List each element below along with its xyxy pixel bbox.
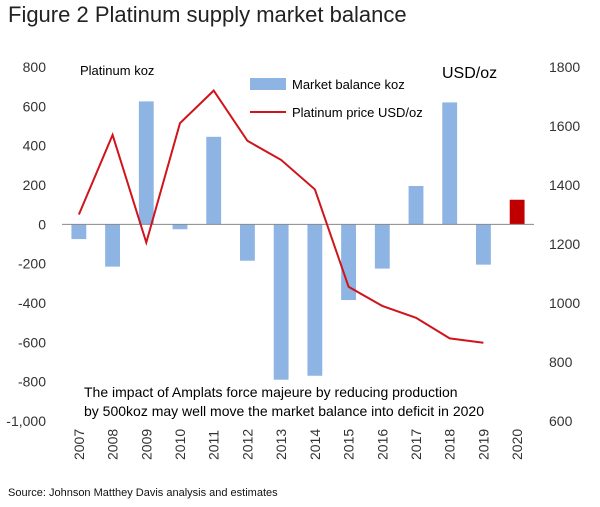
- right-axis-label: USD/oz: [442, 65, 497, 82]
- balance-bar: [240, 224, 255, 261]
- x-tick-label: 2009: [138, 429, 154, 460]
- balance-bar: [105, 224, 120, 267]
- legend-label-line: Platinum price USD/oz: [292, 105, 423, 120]
- right-tick-label: 1800: [549, 59, 580, 75]
- right-tick-label: 600: [549, 413, 573, 429]
- right-tick-label: 1200: [549, 236, 580, 252]
- x-tick-label: 2008: [105, 429, 121, 460]
- left-tick-label: 0: [38, 216, 46, 232]
- price-line-series: [77, 89, 484, 344]
- right-axis: 600 800 1000 1200 1400 1600 1800: [549, 59, 580, 429]
- left-tick-label: -600: [18, 334, 46, 350]
- legend-label-bar: Market balance koz: [292, 77, 405, 92]
- left-tick-label: 800: [23, 59, 47, 75]
- left-tick-label: -200: [18, 256, 46, 272]
- annotation: The impact of Amplats force majeure by r…: [84, 384, 484, 419]
- balance-bar: [374, 224, 390, 269]
- legend: Market balance koz Platinum price USD/oz: [250, 77, 423, 120]
- balance-bar: [172, 224, 188, 230]
- x-tick-label: 2017: [408, 429, 424, 460]
- x-axis: 2007 2008 2009 2010 2011 2012 2013 2014 2015 2016…: [71, 429, 525, 460]
- balance-bar: [71, 224, 87, 240]
- left-tick-label: 600: [23, 98, 47, 114]
- right-tick-label: 1000: [549, 295, 580, 311]
- x-tick-label: 2010: [172, 429, 188, 460]
- x-tick-label: 2015: [341, 429, 357, 460]
- balance-bar: [273, 224, 289, 380]
- balance-bar: [307, 224, 323, 376]
- right-tick-label: 800: [549, 354, 573, 370]
- annotation-line-1: The impact of Amplats force majeure by r…: [84, 384, 458, 400]
- figure-title: Figure 2 Platinum supply market balance: [8, 2, 407, 27]
- balance-bar: [408, 185, 424, 225]
- bar-series: [71, 101, 525, 380]
- balance-bar: [206, 136, 222, 225]
- balance-bar: [476, 224, 491, 265]
- x-tick-label: 2013: [273, 429, 289, 460]
- x-tick-label: 2007: [71, 429, 87, 460]
- x-tick-label: 2012: [239, 429, 255, 460]
- x-tick-label: 2014: [307, 429, 323, 460]
- x-tick-label: 2016: [374, 429, 390, 460]
- left-axis: -1,000 -800 -600 -400 -200 0 200 400 600 800: [6, 59, 46, 429]
- price-line: [77, 89, 484, 344]
- x-tick-label: 2018: [442, 429, 458, 460]
- left-tick-label: -1,000: [6, 413, 46, 429]
- left-tick-label: -800: [18, 374, 46, 390]
- balance-bar-2020: [509, 199, 525, 225]
- balance-bar: [138, 101, 154, 225]
- balance-bar: [442, 102, 458, 225]
- combo-chart: -1,000 -800 -600 -400 -200 0 200 400 600 800 600 8…: [6, 59, 580, 460]
- left-tick-label: -400: [18, 295, 46, 311]
- right-tick-label: 1600: [549, 118, 580, 134]
- x-tick-label: 2011: [206, 430, 222, 460]
- legend-swatch-bar: [250, 78, 286, 90]
- source-note: Source: Johnson Matthey Davis analysis a…: [8, 487, 278, 499]
- left-axis-label: Platinum koz: [80, 63, 154, 78]
- left-tick-label: 400: [23, 138, 47, 154]
- right-tick-label: 1400: [549, 177, 580, 193]
- x-tick-label: 2019: [475, 429, 491, 460]
- balance-bar: [341, 224, 356, 301]
- x-tick-label: 2020: [509, 429, 525, 460]
- left-tick-label: 200: [23, 177, 47, 193]
- annotation-line-2: by 500koz may well move the market balan…: [84, 403, 484, 419]
